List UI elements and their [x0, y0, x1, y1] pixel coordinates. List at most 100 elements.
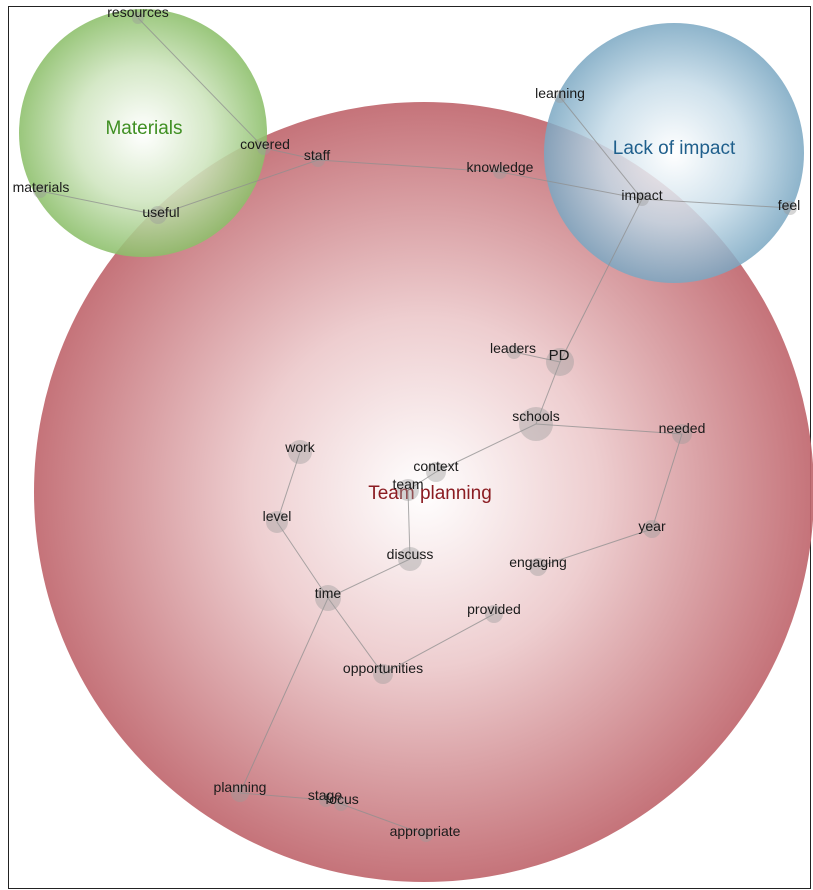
edge-focus-appropriate — [340, 803, 427, 836]
edge-context-team — [407, 471, 437, 491]
node-context: context — [413, 458, 459, 482]
edge-impact-pd — [559, 198, 643, 363]
node-dot-schools — [519, 407, 553, 441]
node-team: team — [392, 476, 424, 501]
edge-covered-staff — [263, 147, 319, 161]
edge-planning-stage — [239, 792, 327, 801]
node-stage: stage — [308, 787, 342, 807]
node-dot-staff — [311, 153, 325, 167]
node-dot-planning — [231, 784, 249, 802]
node-label-provided: provided — [467, 601, 521, 617]
node-year: year — [638, 518, 666, 538]
edge-leaders-pd — [513, 351, 561, 363]
node-dot-stage — [319, 793, 333, 807]
node-dot-useful — [149, 206, 167, 224]
node-label-impact: impact — [621, 187, 662, 203]
node-dot-materials — [33, 184, 47, 198]
node-dot-opportunities — [373, 664, 393, 684]
node-label-useful: useful — [142, 204, 179, 220]
edge-impact-feel — [641, 198, 791, 209]
cluster-circle-team-planning — [34, 102, 813, 882]
cluster-circle-lack-of-impact — [544, 23, 804, 283]
node-engaging: engaging — [509, 554, 567, 576]
node-label-learning: learning — [535, 85, 585, 101]
node-materials: materials — [13, 179, 70, 198]
node-label-team: team — [392, 476, 423, 492]
node-dot-knowledge — [493, 165, 507, 179]
node-label-resources: resources — [107, 4, 168, 20]
node-label-schools: schools — [512, 408, 559, 424]
node-needed: needed — [659, 420, 705, 444]
node-label-leaders: leaders — [490, 340, 536, 356]
node-dot-resources — [132, 12, 144, 24]
node-dot-time — [315, 585, 341, 611]
edge-staff-useful — [157, 159, 319, 216]
node-label-feel: feel — [778, 197, 801, 213]
cluster-label-materials: Materials — [105, 118, 182, 139]
node-useful: useful — [142, 204, 180, 224]
node-dot-provided — [485, 605, 503, 623]
node-dot-appropriate — [419, 828, 433, 842]
node-focus: focus — [325, 791, 359, 811]
edge-lines — [39, 17, 791, 836]
node-dot-level — [266, 511, 288, 533]
node-provided: provided — [467, 601, 521, 623]
node-dot-impact — [635, 192, 649, 206]
edge-stage-focus — [325, 799, 342, 805]
node-label-work: work — [284, 439, 316, 455]
node-dot-year — [643, 520, 661, 538]
cluster-label-team-planning: Team planning — [368, 483, 492, 504]
edge-team-discuss — [407, 489, 411, 560]
edge-staff-knowledge — [317, 159, 501, 173]
node-label-focus: focus — [325, 791, 358, 807]
node-label-staff: staff — [304, 147, 330, 163]
cluster-circles — [19, 9, 813, 882]
node-dot-learning — [554, 91, 566, 103]
edge-work-level — [276, 451, 301, 523]
node-time: time — [315, 585, 341, 611]
edge-pd-schools — [535, 361, 561, 425]
node-dot-discuss — [398, 547, 422, 571]
node-label-level: level — [263, 508, 292, 524]
edge-materials-useful — [39, 190, 159, 216]
node-appropriate: appropriate — [390, 823, 461, 842]
node-label-context: context — [413, 458, 458, 474]
edge-level-time — [276, 521, 329, 599]
node-dot-work — [288, 440, 312, 464]
edge-time-opportunities — [327, 597, 384, 675]
node-planning: planning — [214, 779, 267, 802]
node-label-opportunities: opportunities — [343, 660, 423, 676]
node-impact: impact — [621, 187, 663, 206]
cluster-labels: Team planning Materials Lack of impact — [105, 118, 736, 504]
edge-knowledge-impact — [499, 171, 643, 200]
word-nodes: resources covered staff materials useful lear… — [13, 4, 801, 842]
node-covered: covered — [240, 136, 290, 155]
node-dot-focus — [334, 797, 348, 811]
edge-schools-context — [435, 423, 537, 473]
edge-discuss-time — [327, 558, 411, 599]
node-dot-feel — [783, 201, 797, 215]
node-pd: PD — [546, 347, 574, 376]
node-staff: staff — [304, 147, 330, 167]
node-label-covered: covered — [240, 136, 290, 152]
node-schools: schools — [512, 407, 560, 441]
node-label-year: year — [638, 518, 666, 534]
node-label-discuss: discuss — [387, 546, 434, 562]
node-leaders: leaders — [490, 340, 536, 359]
edge-learning-impact — [559, 96, 643, 200]
node-level: level — [263, 508, 292, 533]
node-resources: resources — [107, 4, 169, 24]
node-label-appropriate: appropriate — [390, 823, 461, 839]
node-dot-team — [397, 479, 419, 501]
node-dot-context — [426, 462, 446, 482]
node-label-pd: PD — [549, 347, 570, 364]
cluster-label-lack-of-impact: Lack of impact — [613, 138, 736, 159]
node-opportunities: opportunities — [343, 660, 423, 684]
node-feel: feel — [778, 197, 801, 215]
node-label-engaging: engaging — [509, 554, 567, 570]
edge-resources-covered — [137, 17, 265, 149]
node-label-planning: planning — [214, 779, 267, 795]
node-label-materials: materials — [13, 179, 70, 195]
edge-schools-needed — [535, 423, 683, 435]
